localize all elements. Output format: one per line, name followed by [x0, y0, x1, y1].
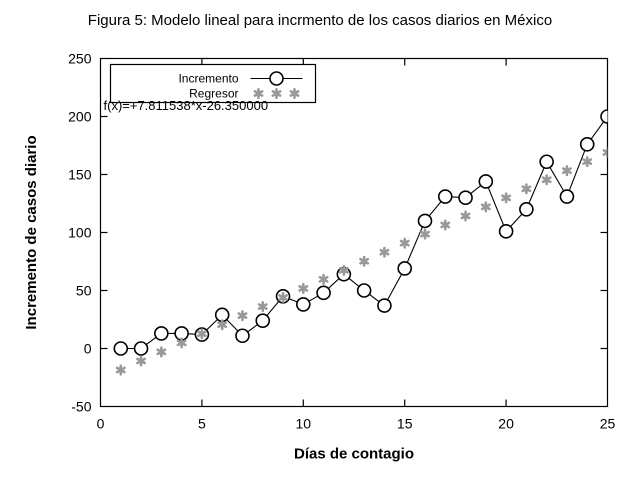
x-axis-tick-label: 0	[97, 416, 105, 432]
x-axis-tick-label: 25	[600, 416, 616, 432]
y-axis-tick-label: -50	[71, 399, 91, 415]
page-title: Figura 5: Modelo lineal para incrmento d…	[87, 12, 553, 29]
regressor-marker	[501, 192, 512, 204]
data-point-marker	[539, 154, 554, 170]
regressor-marker	[399, 237, 410, 249]
regressor-marker	[602, 147, 608, 159]
regressor-marker	[196, 328, 207, 340]
data-point-marker	[377, 298, 392, 313]
regressor-marker	[318, 273, 329, 285]
x-axis-label: Días de contagio	[294, 446, 414, 463]
regressor-marker	[136, 355, 146, 367]
x-axis-tick-label: 20	[498, 416, 514, 432]
legend-label-incremento: Incremento	[178, 72, 238, 86]
data-point-marker	[316, 285, 331, 301]
y-axis-tick-label: 200	[68, 109, 92, 125]
regressor-marker	[156, 346, 167, 358]
regressor-marker	[420, 228, 430, 240]
data-point-marker	[600, 109, 608, 124]
regressor-marker	[521, 183, 532, 195]
data-point-marker	[579, 137, 595, 152]
y-axis-tick-label: 250	[68, 51, 92, 67]
y-axis-tick-label: 100	[68, 225, 92, 241]
data-point-marker	[559, 189, 575, 204]
legend-sample-marker-regresor	[271, 88, 282, 99]
x-axis-tick-label: 5	[198, 416, 206, 432]
y-axis-tick-label: 0	[84, 341, 92, 357]
regressor-marker	[541, 174, 552, 186]
data-point-marker	[113, 341, 129, 356]
regressor-marker	[115, 364, 126, 376]
regressor-marker	[298, 282, 309, 294]
legend-label-regresor: Regresor	[189, 87, 238, 101]
legend-sample-marker-regresor	[253, 88, 264, 99]
data-point-marker	[458, 190, 473, 205]
data-point-marker	[437, 189, 453, 204]
data-point-marker	[235, 328, 250, 344]
data-point-marker	[356, 283, 372, 298]
data-point-marker	[498, 224, 514, 239]
data-layer	[113, 109, 608, 376]
data-point-marker	[519, 202, 534, 217]
data-point-marker	[255, 313, 271, 328]
regressor-marker	[359, 255, 370, 267]
y-axis-tick-label: 50	[76, 283, 92, 299]
data-point-marker	[133, 341, 149, 356]
regressor-marker	[278, 292, 288, 304]
regressor-marker	[480, 201, 491, 213]
x-axis-tick-label: 15	[397, 416, 413, 432]
regressor-marker	[379, 246, 390, 258]
regressor-marker	[460, 210, 471, 222]
x-axis-tick-label: 10	[296, 416, 312, 432]
regressor-marker	[562, 165, 572, 177]
regressor-marker	[176, 337, 187, 349]
regressor-marker	[217, 319, 228, 331]
data-point-marker	[478, 174, 494, 189]
data-point-marker	[397, 261, 413, 276]
y-axis-label: Incremento de casos diario	[23, 135, 40, 329]
regressor-marker	[582, 156, 593, 168]
data-point-marker	[417, 213, 433, 229]
regressor-marker	[440, 219, 451, 231]
regressor-marker	[257, 301, 268, 313]
y-axis-tick-label: 150	[68, 167, 92, 183]
legend-sample-marker-incremento	[269, 71, 284, 86]
data-point-marker	[295, 297, 311, 312]
regression-equation: f(x)=+7.811538*x-26.350000	[104, 98, 269, 113]
regressor-marker	[237, 310, 248, 322]
data-point-marker	[154, 326, 169, 341]
series-line-0	[120, 116, 608, 350]
regressor-marker	[338, 264, 349, 276]
legend-sample-marker-regresor	[289, 88, 300, 99]
